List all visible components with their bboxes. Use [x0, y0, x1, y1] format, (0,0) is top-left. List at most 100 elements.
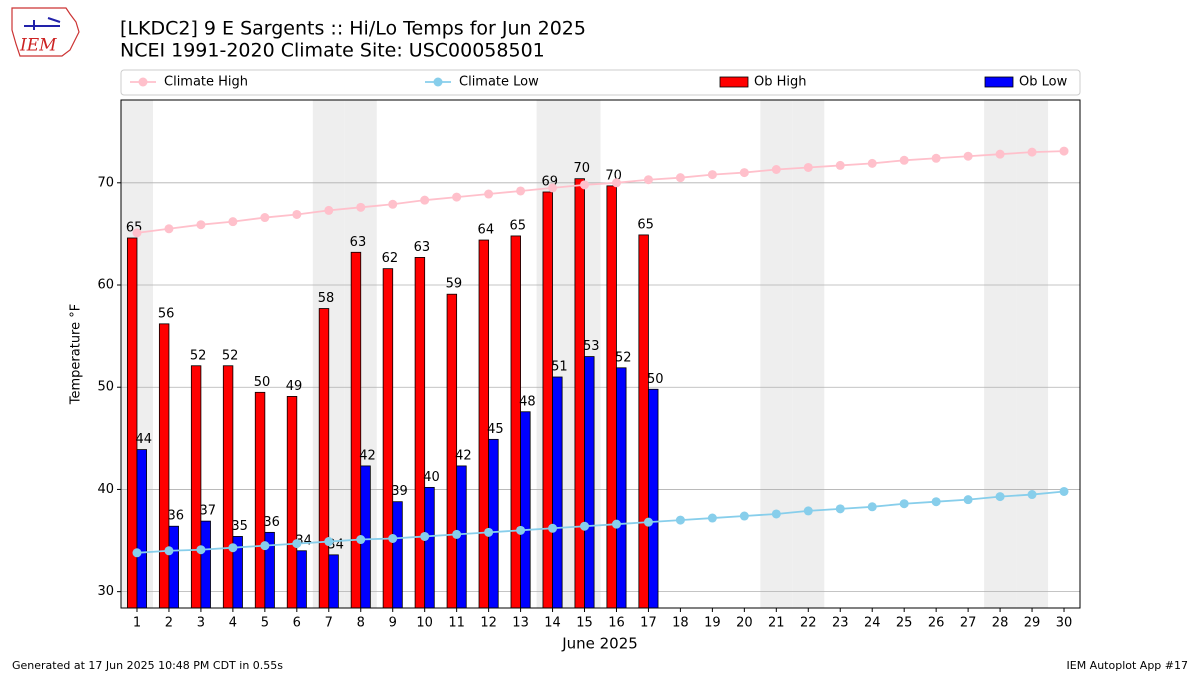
data-label: 63: [350, 235, 367, 250]
chart-subtitle: NCEI 1991-2020 Climate Site: USC00058501: [120, 40, 545, 62]
x-axis-label: June 2025: [561, 635, 638, 653]
bar: [606, 185, 617, 609]
y-tick-label: 60: [97, 278, 114, 293]
point: [356, 535, 366, 545]
legend-label: Ob Low: [1019, 75, 1068, 90]
data-label: 37: [199, 504, 216, 519]
bar: [552, 376, 563, 609]
x-tick-label: 11: [448, 616, 465, 631]
point: [228, 217, 238, 227]
data-label: 62: [382, 251, 399, 266]
bar: [158, 323, 170, 609]
point: [452, 192, 462, 202]
point: [1059, 146, 1069, 156]
data-label: 42: [359, 448, 376, 463]
data-label: 51: [551, 359, 568, 374]
bar: [424, 486, 435, 609]
bar: [584, 356, 595, 609]
data-label: 39: [391, 484, 408, 499]
point: [707, 513, 717, 523]
point: [611, 178, 621, 188]
x-tick-label: 19: [704, 616, 721, 631]
weekend-shade: [984, 100, 1017, 608]
logo-icon: [24, 17, 61, 30]
x-tick-label: 29: [1024, 616, 1041, 631]
line: [136, 490, 1065, 554]
y-tick-label: 30: [97, 584, 114, 599]
data-label: 70: [573, 161, 590, 176]
point: [835, 160, 845, 170]
x-tick-label: 5: [261, 616, 269, 631]
bar: [638, 234, 649, 609]
x-tick-label: 8: [357, 616, 365, 631]
data-label: 63: [414, 240, 431, 255]
data-label: 36: [263, 515, 280, 530]
bar: [542, 191, 553, 609]
x-tick-label: 27: [960, 616, 977, 631]
x-tick-label: 7: [325, 616, 333, 631]
footer-left: Generated at 17 Jun 2025 10:48 PM CDT in…: [12, 659, 283, 672]
legend-box: [120, 69, 1081, 96]
point: [132, 548, 142, 558]
x-tick-label: 3: [197, 616, 205, 631]
point: [707, 170, 717, 180]
point: [260, 213, 270, 223]
x-tick-label: 1: [133, 616, 141, 631]
data-label: 52: [190, 348, 207, 363]
bar: [414, 257, 426, 609]
point: [611, 519, 621, 529]
bar: [488, 438, 499, 609]
x-tick-label: 30: [1056, 616, 1073, 631]
point: [292, 539, 302, 549]
point: [899, 499, 909, 509]
bar: [318, 308, 330, 609]
point: [548, 523, 558, 533]
point: [771, 509, 781, 519]
point: [643, 175, 653, 185]
point: [484, 527, 494, 537]
bar: [190, 365, 202, 609]
point: [931, 153, 941, 163]
data-label: 65: [637, 217, 654, 232]
legend-marker: [138, 77, 148, 87]
point: [164, 224, 174, 234]
bar: [350, 251, 362, 609]
bar: [648, 388, 659, 609]
bar: [520, 411, 531, 609]
point: [132, 228, 142, 238]
point: [771, 165, 781, 175]
data-label: 36: [167, 509, 184, 524]
legend-marker: [433, 77, 443, 87]
point: [196, 545, 206, 555]
point: [388, 199, 398, 209]
point: [867, 502, 877, 512]
y-axis-label: Temperature °F: [69, 304, 84, 405]
data-label: 35: [231, 519, 248, 534]
data-label: 49: [286, 379, 303, 394]
bar: [392, 501, 403, 609]
bar: [382, 268, 394, 609]
bar: [254, 391, 266, 609]
point: [452, 529, 462, 539]
point: [803, 162, 813, 172]
logo-outline: [11, 7, 80, 57]
point: [995, 149, 1005, 159]
point: [420, 195, 430, 205]
point: [739, 168, 749, 178]
point: [1059, 486, 1069, 496]
plot-frame: [120, 99, 1081, 609]
point: [835, 504, 845, 514]
point: [963, 495, 973, 505]
point: [260, 541, 270, 551]
point: [548, 183, 558, 193]
bar: [296, 550, 307, 609]
point: [228, 543, 238, 553]
point: [324, 537, 334, 547]
x-tick-label: 21: [768, 616, 785, 631]
x-tick-label: 26: [928, 616, 945, 631]
data-label: 48: [519, 394, 536, 409]
point: [516, 525, 526, 535]
logo-text: IEM: [19, 36, 57, 56]
point: [867, 158, 877, 168]
point: [484, 189, 494, 199]
